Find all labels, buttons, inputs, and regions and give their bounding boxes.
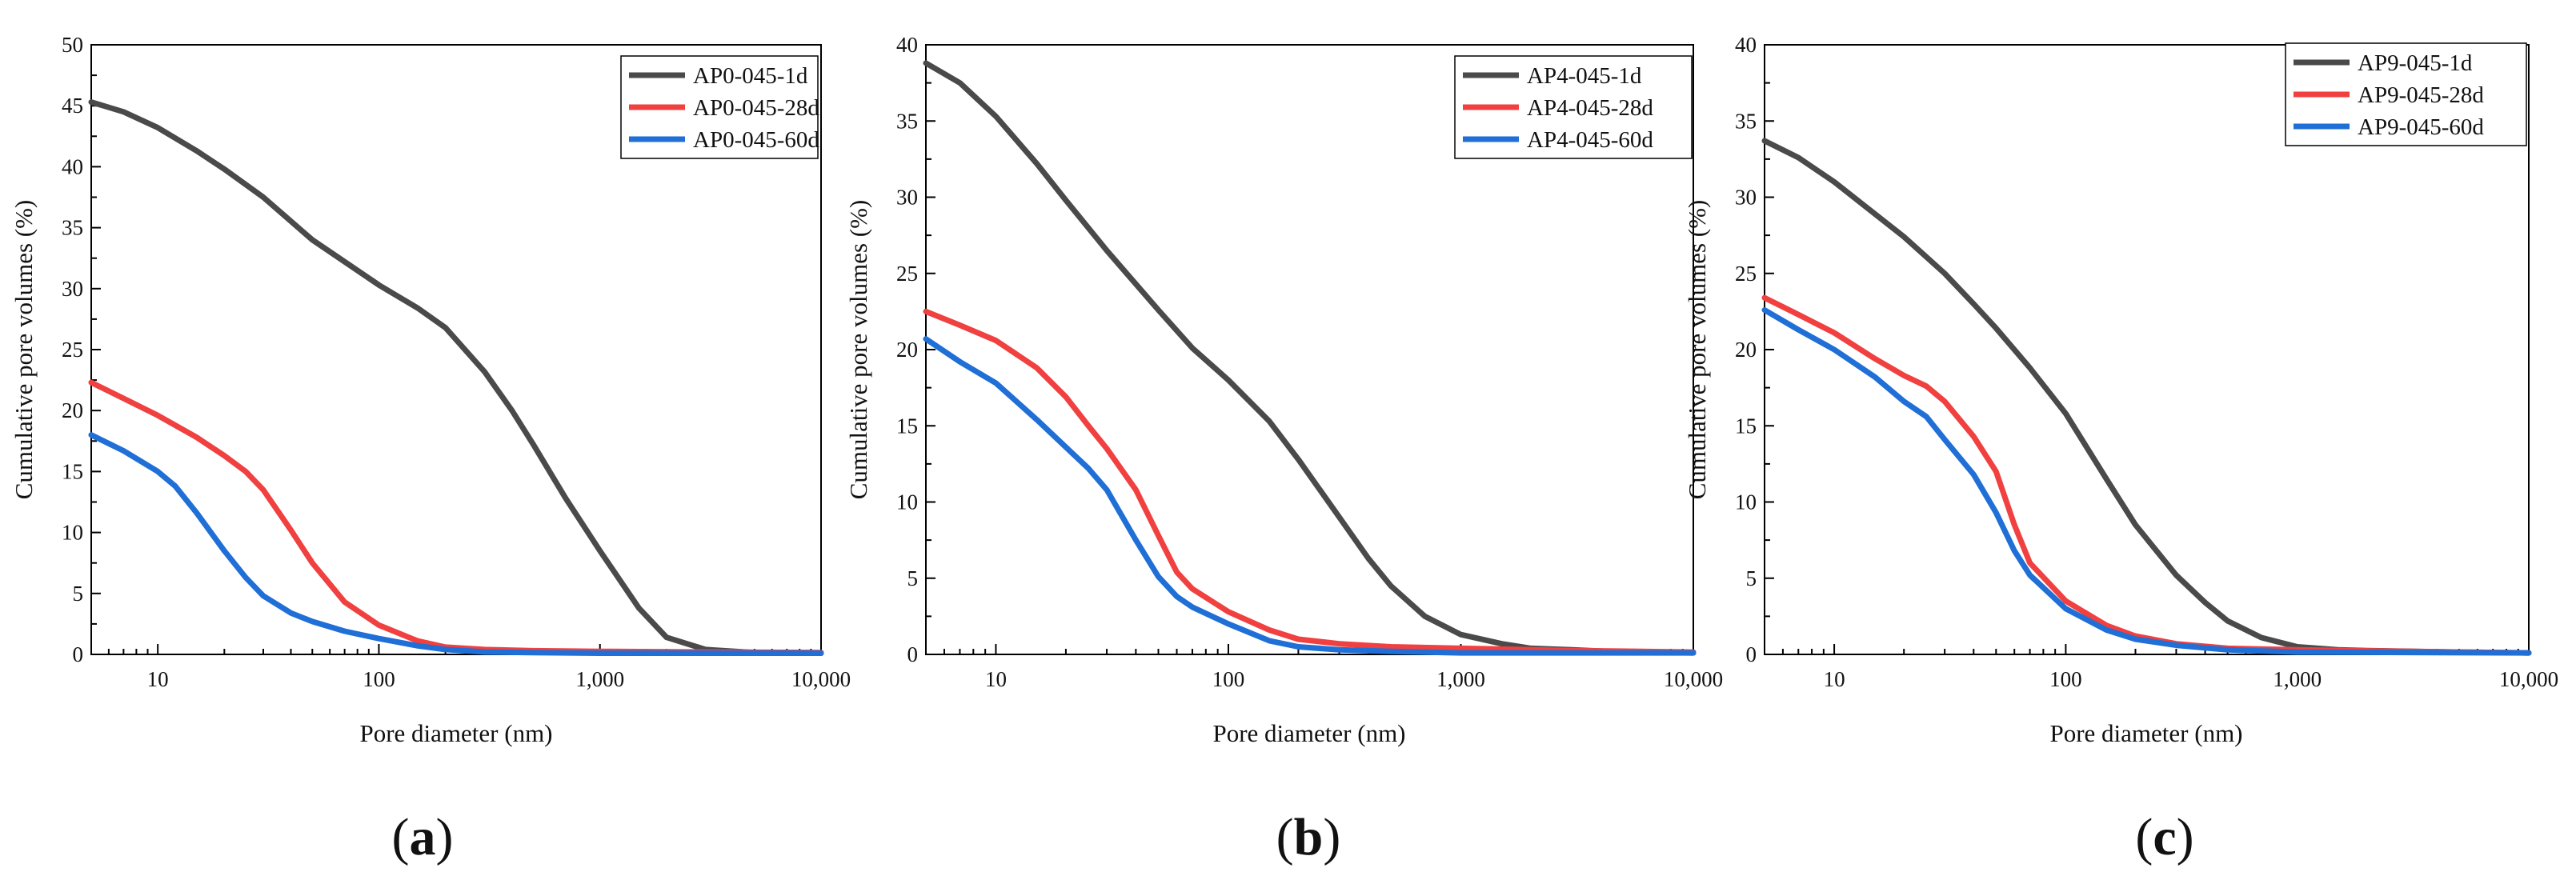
y-tick-label-a: 40 xyxy=(62,154,83,178)
legend-label-c-2: AP9-045-28d xyxy=(2358,82,2484,108)
legend-label-a-3: AP0-045-60d xyxy=(693,127,819,153)
y-tick-label-b: 0 xyxy=(907,642,919,666)
legend-label-b-1: AP4-045-1d xyxy=(1527,63,1642,89)
y-tick-label-c: 40 xyxy=(1735,33,1757,57)
legend-a: AP0-045-1d AP0-045-28d AP0-045-60d xyxy=(620,55,819,159)
legend-label-a-1: AP0-045-1d xyxy=(693,63,808,89)
y-axis-title-c: Cumulative pore volumes (%) xyxy=(1683,200,1711,500)
series-line-b-3 xyxy=(923,336,1697,656)
y-tick-label-b: 30 xyxy=(896,186,918,210)
y-tick-label-c: 35 xyxy=(1735,109,1757,133)
y-tick-label-b: 15 xyxy=(896,414,918,438)
x-tick-label-b: 1,000 xyxy=(1436,667,1485,691)
x-axis-title-a: Pore diameter (nm) xyxy=(359,719,552,747)
legend-b: AP4-045-1d AP4-045-28d AP4-045-60d xyxy=(1454,55,1693,159)
y-tick-label-b: 5 xyxy=(907,566,919,590)
panel-a: 0 5 10 15 20 25 30 35 40 45 50 10 100 1,000 10,000 Pore… xyxy=(10,33,851,747)
y-tick-label-a: 30 xyxy=(62,277,83,301)
y-tick-label-b: 10 xyxy=(896,490,918,514)
series-line-b-2 xyxy=(923,308,1697,655)
y-tick-label-c: 15 xyxy=(1735,414,1757,438)
y-tick-label-b: 40 xyxy=(896,33,918,57)
y-tick-label-c: 0 xyxy=(1746,642,1757,666)
x-tick-label-b: 100 xyxy=(1212,667,1245,691)
x-tick-label-b: 10 xyxy=(985,667,1007,691)
y-tick-label-a: 0 xyxy=(73,642,84,666)
y-tick-label-b: 25 xyxy=(896,262,918,286)
y-tick-label-a: 10 xyxy=(62,521,83,545)
legend-label-b-3: AP4-045-60d xyxy=(1527,127,1653,153)
x-tick-label-a: 10,000 xyxy=(791,667,851,691)
x-tick-label-a: 100 xyxy=(363,667,395,691)
series-line-a-1 xyxy=(88,99,824,656)
legend-label-a-2: AP0-045-28d xyxy=(693,95,819,121)
series-line-c-2 xyxy=(1761,294,2532,656)
y-axis-title-a: Cumulative pore volumes (%) xyxy=(10,200,38,500)
legend-label-b-2: AP4-045-28d xyxy=(1527,95,1653,121)
y-tick-label-a: 45 xyxy=(62,94,83,118)
panel-label-c: (c) xyxy=(2135,808,2193,866)
legend-c: AP9-045-1d AP9-045-28d AP9-045-60d xyxy=(2285,42,2527,146)
y-tick-label-c: 30 xyxy=(1735,186,1757,210)
y-tick-label-c: 5 xyxy=(1746,566,1757,590)
y-tick-label-b: 35 xyxy=(896,109,918,133)
x-tick-label-c: 100 xyxy=(2049,667,2082,691)
x-tick-label-c: 10,000 xyxy=(2499,667,2558,691)
x-tick-label-a: 1,000 xyxy=(575,667,624,691)
y-axis-title-b: Cumulative pore volumes (%) xyxy=(844,200,872,500)
y-tick-label-a: 5 xyxy=(73,582,84,606)
y-tick-label-a: 50 xyxy=(62,33,83,57)
x-tick-label-a: 10 xyxy=(147,667,169,691)
panel-label-a: (a) xyxy=(392,808,454,866)
x-axis-title-b: Pore diameter (nm) xyxy=(1212,719,1405,747)
y-tick-label-c: 10 xyxy=(1735,490,1757,514)
y-tick-label-c: 20 xyxy=(1735,338,1757,362)
y-tick-label-a: 15 xyxy=(62,459,83,483)
x-tick-label-b: 10,000 xyxy=(1664,667,1723,691)
series-line-c-3 xyxy=(1761,307,2532,656)
x-tick-label-c: 1,000 xyxy=(2273,667,2322,691)
y-tick-label-a: 25 xyxy=(62,338,83,362)
series-line-c-1 xyxy=(1761,138,2532,656)
legend-label-c-3: AP9-045-60d xyxy=(2358,114,2484,140)
panel-b: 0 5 10 15 20 25 30 35 40 10 100 1,000 10,000 Pore dia… xyxy=(844,33,1723,747)
x-tick-label-c: 10 xyxy=(1824,667,1845,691)
panel-c: 0 5 10 15 20 25 30 35 40 10 100 1,000 10,000 Pore dia… xyxy=(1683,33,2558,747)
legend-label-c-1: AP9-045-1d xyxy=(2358,50,2473,76)
x-axis-title-c: Pore diameter (nm) xyxy=(2049,719,2242,747)
y-tick-label-a: 35 xyxy=(62,216,83,240)
panel-label-b: (b) xyxy=(1276,808,1341,866)
y-tick-label-b: 20 xyxy=(896,338,918,362)
y-tick-label-a: 20 xyxy=(62,398,83,422)
y-tick-label-c: 25 xyxy=(1735,262,1757,286)
series-line-a-3 xyxy=(88,432,824,656)
